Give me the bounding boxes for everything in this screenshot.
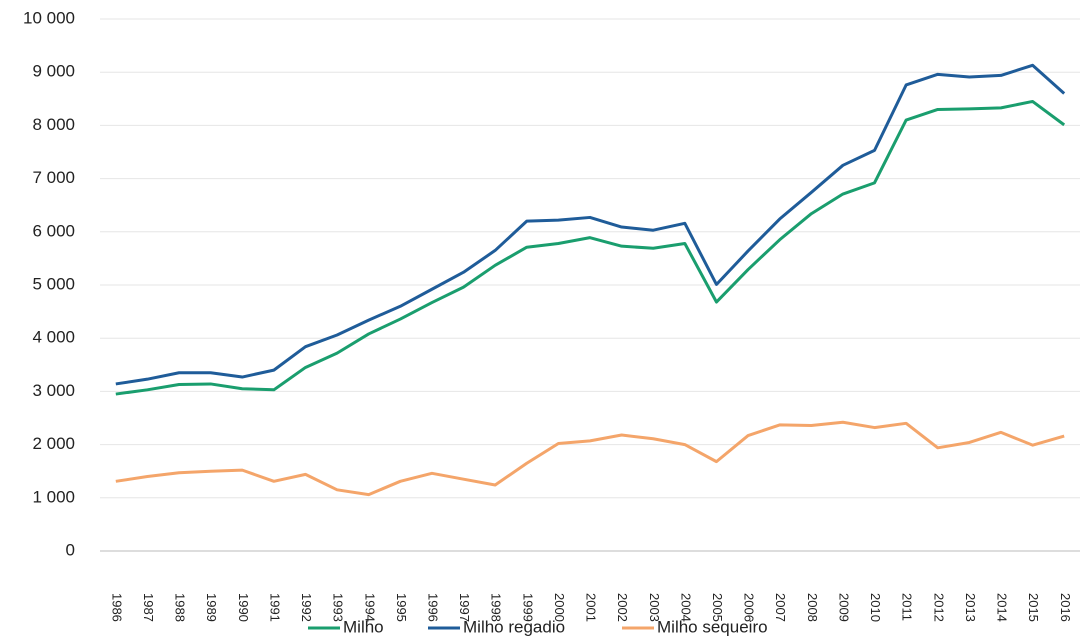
x-tick-label: 1994	[362, 593, 377, 622]
series-line	[115, 63, 1066, 386]
x-tick-label: 1991	[267, 593, 282, 622]
y-tick-label: 4 000	[32, 328, 75, 347]
x-tick-label: 2010	[868, 593, 883, 622]
x-tick-label: 1997	[457, 593, 472, 622]
x-tick-label: 1999	[520, 593, 535, 622]
x-tick-label: 2001	[584, 593, 599, 622]
x-tick-label: 1989	[204, 593, 219, 622]
x-tick-label: 2004	[678, 593, 693, 622]
x-tick-label: 2014	[995, 593, 1010, 622]
x-tick-label: 1998	[489, 593, 504, 622]
x-tick-label: 2011	[900, 593, 915, 621]
x-tick-label: 2007	[773, 593, 788, 622]
x-tick-label: 2015	[1026, 593, 1041, 622]
x-tick-label: 1995	[394, 593, 409, 622]
x-tick-label: 2012	[931, 593, 946, 622]
y-tick-label: 9 000	[32, 62, 75, 81]
x-tick-label: 1986	[109, 593, 124, 622]
series-line	[115, 420, 1065, 497]
x-tick-label: 2006	[742, 593, 757, 622]
x-tick-label: 1996	[425, 593, 440, 622]
x-tick-label: 1988	[173, 593, 188, 622]
x-tick-label: 2000	[552, 593, 567, 622]
y-tick-label: 1 000	[32, 487, 75, 506]
legend-label: Milho	[343, 617, 384, 636]
y-tick-label: 2 000	[32, 434, 75, 453]
legend-label: Milho regadio	[463, 617, 565, 636]
y-tick-label: 8 000	[32, 115, 75, 134]
x-tick-label: 2003	[647, 593, 662, 622]
y-tick-label: 6 000	[32, 221, 75, 240]
y-tick-label: 7 000	[32, 168, 75, 187]
x-tick-label: 2009	[836, 593, 851, 622]
y-tick-label: 10 000	[23, 8, 75, 27]
x-tick-label: 2008	[805, 593, 820, 622]
x-tick-label: 2016	[1058, 593, 1073, 622]
series-line	[115, 99, 1066, 396]
y-tick-label: 5 000	[32, 274, 75, 293]
x-tick-label: 2002	[615, 593, 630, 622]
x-tick-label: 1992	[299, 593, 314, 622]
legend-label: Milho sequeiro	[657, 617, 768, 636]
x-tick-label: 1993	[331, 593, 346, 622]
x-tick-label: 2013	[963, 593, 978, 622]
x-tick-label: 1990	[236, 593, 251, 622]
y-tick-label: 0	[66, 540, 75, 559]
y-tick-label: 3 000	[32, 381, 75, 400]
x-tick-label: 2005	[710, 593, 725, 622]
x-tick-label: 1987	[141, 593, 156, 622]
